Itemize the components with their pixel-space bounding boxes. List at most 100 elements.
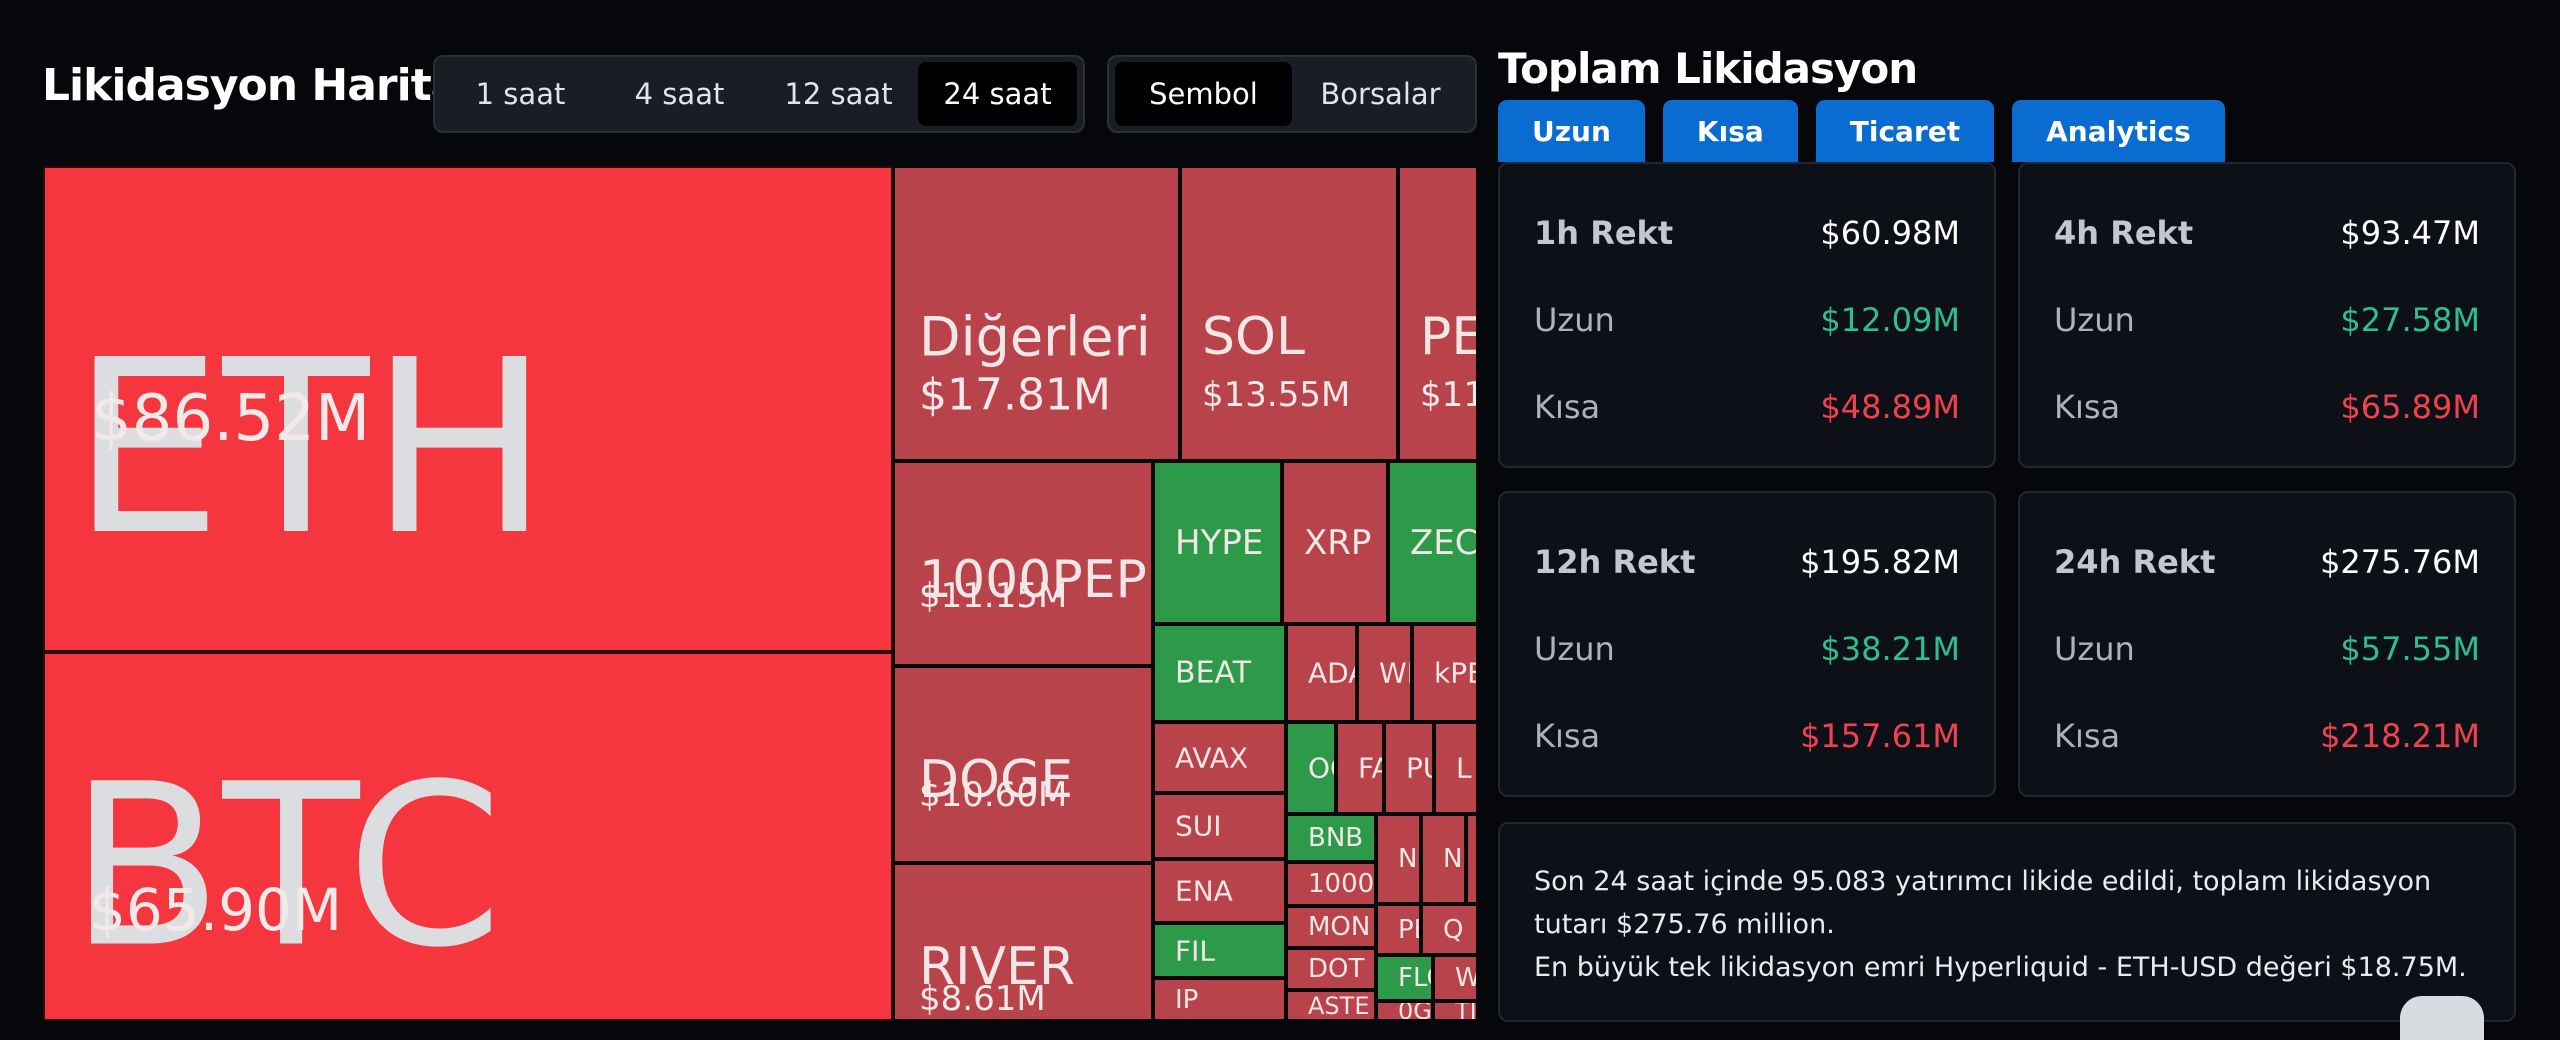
short-value: $48.89M [1820,388,1960,426]
treemap-tile-beat[interactable]: BEAT [1153,624,1286,722]
summary-title: Toplam Likidasyon [1498,44,1918,93]
rekt-card-1h: 1h Rekt $60.98M Uzun $12.09M Kısa $48.89M [1498,162,1996,468]
tile-symbol: L [1456,751,1472,785]
time-option-12h[interactable]: 12 saat [784,77,893,111]
treemap-tile-q[interactable]: Q [1421,904,1478,955]
tile-symbol: W [1455,963,1476,993]
treemap-tile-xrp[interactable]: XRP [1282,461,1388,624]
treemap-tile-pu[interactable]: PU [1384,722,1434,814]
tile-symbol: RIVER [919,936,1076,997]
treemap-tile-sui[interactable]: SUI [1153,793,1286,859]
treemap-tile-mon[interactable]: MON [1286,906,1376,948]
tile-value: $65.90M [89,875,342,944]
short-value: $157.61M [1800,717,1960,755]
tile-symbol: FA [1358,751,1382,785]
short-label: Kısa [2054,717,2121,755]
short-value: $65.89M [2340,388,2480,426]
treemap-tile-0g[interactable]: 0G [1376,1001,1433,1021]
summary-tabs: Uzun Kısa Ticaret Analytics [1498,100,2225,162]
treemap-tile-pe[interactable]: PE $11.2 [1398,166,1478,461]
treemap-tile-kpe[interactable]: kPE [1412,624,1478,722]
tile-symbol: DOT [1308,954,1365,984]
tile-symbol: PEN [1398,914,1419,945]
tile-value: $13.55M [1202,374,1351,415]
treemap-tile-fil[interactable]: FIL [1153,923,1286,978]
treemap-tile-diğerleri[interactable]: Diğerleri $17.81M [893,166,1180,461]
long-value: $27.58M [2340,301,2480,339]
treemap-tile-ip[interactable]: IP [1153,978,1286,1021]
treemap-tile-sol[interactable]: SOL $13.55M [1180,166,1398,461]
tile-symbol: ASTE [1308,991,1370,1020]
treemap-tile-1000e[interactable]: 1000E [1286,862,1376,906]
treemap-tile-1000pepe[interactable]: 1000PEPE$11.15M [893,461,1153,666]
view-option-exchanges[interactable]: Borsalar [1320,77,1441,111]
short-value: $218.21M [2320,717,2480,755]
tile-value: $17.81M [919,369,1111,421]
treemap-tile-dot[interactable]: DOT [1286,948,1376,990]
treemap-tile-avax[interactable]: AVAX [1153,722,1286,793]
treemap-tile-w[interactable]: W [1433,955,1478,1001]
treemap-tile-river[interactable]: RIVER $8.61M [893,863,1153,1021]
treemap-tile-pen[interactable]: PEN [1376,904,1421,955]
treemap-tile-ni[interactable]: NI [1376,814,1421,904]
treemap-tile-other-24[interactable] [1466,814,1478,904]
tab-short[interactable]: Kısa [1662,100,1798,162]
tab-trade[interactable]: Ticaret [1815,100,1995,162]
tile-symbol: OG [1308,751,1334,785]
treemap-tile-flo[interactable]: FLO [1376,955,1433,1001]
long-value: $38.21M [1820,630,1960,668]
rekt-card-24h: 24h Rekt $275.76M Uzun $57.55M Kısa $218.21… [2018,491,2516,797]
info-line-1: Son 24 saat içinde 95.083 yatırımcı liki… [1534,866,2432,940]
treemap-tile-eth[interactable]: ETH $86.52M [43,166,893,652]
card-label: 12h Rekt [1534,543,1696,581]
tile-symbol: BTC [69,735,503,997]
treemap-tile-doge[interactable]: DOGE $10.60M [893,666,1153,863]
tile-symbol: kPE [1434,656,1476,690]
tile-symbol: Q [1443,914,1464,945]
tile-symbol: FLO [1398,963,1431,993]
tile-symbol: 1000E [1308,869,1375,899]
tile-symbol: MON [1308,912,1371,942]
time-option-1h[interactable]: 1 saat [475,77,566,111]
feedback-icon[interactable] [2400,996,2484,1040]
treemap-tile-ada[interactable]: ADA [1286,624,1357,722]
page-title: Likidasyon Haritası [42,60,500,111]
tile-symbol: ADA [1308,656,1355,690]
tile-symbol: PU [1406,751,1432,785]
tile-symbol: AVAX [1175,741,1249,774]
time-option-4h[interactable]: 4 saat [634,77,725,111]
tile-value: $11.15M [919,575,1068,616]
treemap-tile-fa[interactable]: FA [1336,722,1384,814]
tile-symbol: TI [1455,1001,1477,1021]
card-total: $60.98M [1820,214,1960,252]
liquidation-info-card: Son 24 saat içinde 95.083 yatırımcı liki… [1498,822,2516,1040]
rekt-card-4h: 4h Rekt $93.47M Uzun $27.58M Kısa $65.89M [2018,162,2516,468]
treemap-tile-bnb[interactable]: BNB [1286,814,1376,862]
treemap-tile-og[interactable]: OG [1286,722,1336,814]
tile-value: $10.60M [919,775,1068,816]
tile-value: $8.61M [919,978,1046,1019]
tab-long[interactable]: Uzun [1498,100,1645,162]
tile-symbol: PE [1420,306,1478,367]
view-option-symbol[interactable]: Sembol [1115,62,1292,126]
long-label: Uzun [2054,301,2135,339]
treemap-tile-aste[interactable]: ASTE [1286,990,1376,1021]
treemap-tile-wif[interactable]: WIF [1357,624,1412,722]
tile-symbol: ETH [71,307,550,588]
treemap-tile-n[interactable]: N [1421,814,1466,904]
treemap-tile-ti[interactable]: TI [1433,1001,1478,1021]
tile-symbol: DOGE [919,749,1074,810]
tile-symbol: BNB [1308,823,1364,853]
treemap-tile-zec[interactable]: ZEC [1388,461,1478,624]
view-mode-selector: Sembol Borsalar [1107,55,1477,133]
treemap-tile-btc[interactable]: BTC $65.90M [43,652,893,1021]
treemap-tile-l[interactable]: L [1434,722,1478,814]
tab-analytics[interactable]: Analytics [2012,100,2225,162]
time-option-24h[interactable]: 24 saat [918,62,1077,126]
treemap-tile-hype[interactable]: HYPE [1153,461,1282,624]
treemap-tile-ena[interactable]: ENA [1153,859,1286,923]
card-label: 1h Rekt [1534,214,1674,252]
tile-value: $11.2 [1420,374,1476,415]
tile-symbol: ENA [1175,874,1233,908]
tile-symbol: SOL [1202,306,1305,367]
